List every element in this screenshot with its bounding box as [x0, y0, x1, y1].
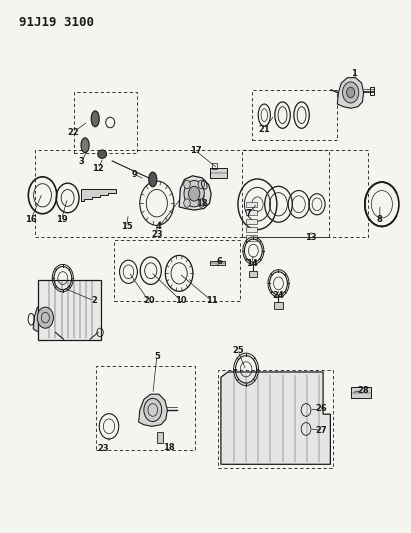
- Text: 13: 13: [305, 233, 317, 242]
- Text: 2: 2: [91, 296, 97, 305]
- Bar: [74, 92, 136, 153]
- Circle shape: [189, 187, 200, 201]
- Polygon shape: [139, 394, 167, 426]
- Bar: [35, 150, 368, 238]
- Bar: [242, 150, 329, 238]
- Circle shape: [184, 199, 190, 207]
- Text: 14: 14: [246, 260, 258, 268]
- Text: 4: 4: [156, 222, 162, 231]
- Text: 18: 18: [196, 199, 207, 208]
- Text: 22: 22: [68, 127, 80, 136]
- Circle shape: [184, 180, 190, 189]
- Ellipse shape: [81, 138, 89, 152]
- Circle shape: [184, 181, 204, 207]
- Bar: [210, 168, 226, 178]
- Text: 7: 7: [245, 209, 251, 218]
- Text: 11: 11: [206, 296, 217, 305]
- Bar: [246, 227, 257, 232]
- Ellipse shape: [91, 111, 99, 127]
- Text: 91J19 3100: 91J19 3100: [19, 16, 94, 29]
- Text: 21: 21: [259, 125, 270, 134]
- Bar: [246, 210, 257, 215]
- Text: 1: 1: [351, 69, 356, 78]
- Polygon shape: [33, 302, 58, 333]
- Bar: [157, 432, 162, 443]
- Bar: [246, 236, 257, 241]
- Polygon shape: [81, 190, 116, 201]
- Text: 17: 17: [189, 146, 201, 155]
- Circle shape: [198, 199, 205, 207]
- Text: 19: 19: [56, 214, 67, 223]
- Text: 15: 15: [120, 222, 132, 231]
- Text: 28: 28: [358, 386, 369, 395]
- Text: 25: 25: [232, 346, 244, 356]
- Text: 27: 27: [315, 425, 327, 434]
- Bar: [39, 280, 101, 341]
- Ellipse shape: [149, 172, 157, 187]
- Bar: [275, 302, 282, 309]
- Text: 10: 10: [175, 296, 187, 305]
- Bar: [351, 387, 371, 398]
- Circle shape: [198, 180, 205, 189]
- Bar: [252, 90, 337, 140]
- Bar: [246, 219, 257, 224]
- Polygon shape: [179, 176, 211, 210]
- Circle shape: [342, 82, 359, 103]
- Bar: [370, 87, 374, 95]
- Bar: [114, 240, 240, 301]
- Circle shape: [346, 87, 355, 98]
- Bar: [212, 163, 217, 169]
- Text: 12: 12: [92, 164, 104, 173]
- Text: 9: 9: [132, 169, 137, 179]
- Polygon shape: [221, 372, 330, 464]
- Bar: [210, 261, 225, 265]
- Bar: [246, 201, 257, 207]
- Text: 24: 24: [272, 291, 284, 300]
- Bar: [96, 366, 195, 449]
- Text: 23: 23: [151, 230, 163, 239]
- Text: 18: 18: [163, 443, 175, 452]
- Ellipse shape: [98, 150, 106, 158]
- Text: 26: 26: [315, 405, 327, 414]
- Circle shape: [37, 307, 53, 328]
- Text: 23: 23: [97, 444, 109, 453]
- Bar: [249, 271, 257, 277]
- Text: 8: 8: [377, 214, 383, 223]
- Text: 5: 5: [154, 352, 160, 361]
- Text: 20: 20: [143, 296, 155, 305]
- Text: 3: 3: [79, 157, 85, 166]
- Circle shape: [144, 398, 162, 422]
- Text: 16: 16: [25, 214, 37, 223]
- Text: 6: 6: [217, 257, 223, 266]
- Polygon shape: [337, 78, 364, 108]
- Bar: [218, 370, 333, 468]
